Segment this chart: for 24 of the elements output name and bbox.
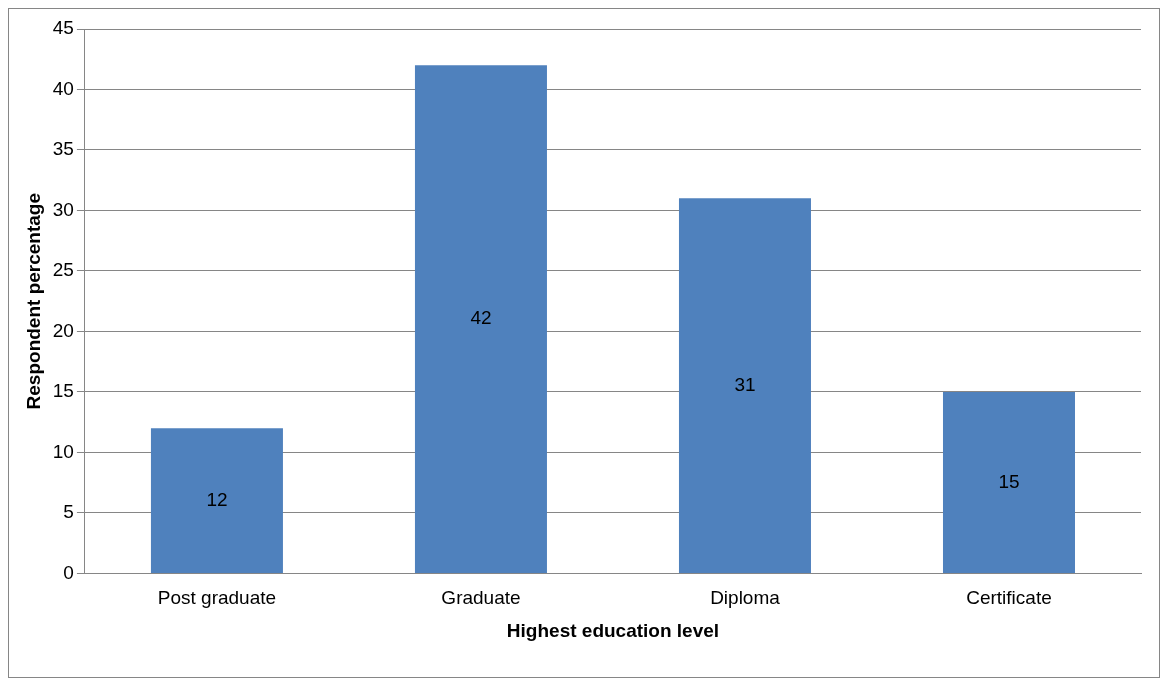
x-axis-title: Highest education level [506,619,720,641]
y-tick-label: 0 [63,561,74,583]
x-tick-label: Diploma [710,587,781,609]
y-tick-label: 15 [52,380,74,402]
y-tick-label: 45 [52,17,74,39]
x-tick-label: Graduate [441,587,521,609]
x-tick-label: Certificate [966,587,1052,609]
y-tick-label: 30 [52,198,74,220]
y-tick-label: 5 [63,501,74,523]
y-tick-label: 35 [52,138,74,160]
data-label: 31 [734,373,756,395]
y-tick-label: 25 [52,259,74,281]
data-label: 15 [998,470,1020,492]
data-label: 42 [470,307,492,329]
bar [414,65,547,573]
y-tick-label: 10 [52,440,74,462]
bar [150,428,283,573]
y-tick-label: 20 [52,319,74,341]
y-tick-label: 40 [52,77,74,99]
bar [942,391,1075,573]
data-label: 12 [206,488,228,510]
y-axis-title: Respondent percentage [22,192,44,410]
x-tick-label: Post graduate [157,587,277,609]
bar [678,198,811,573]
